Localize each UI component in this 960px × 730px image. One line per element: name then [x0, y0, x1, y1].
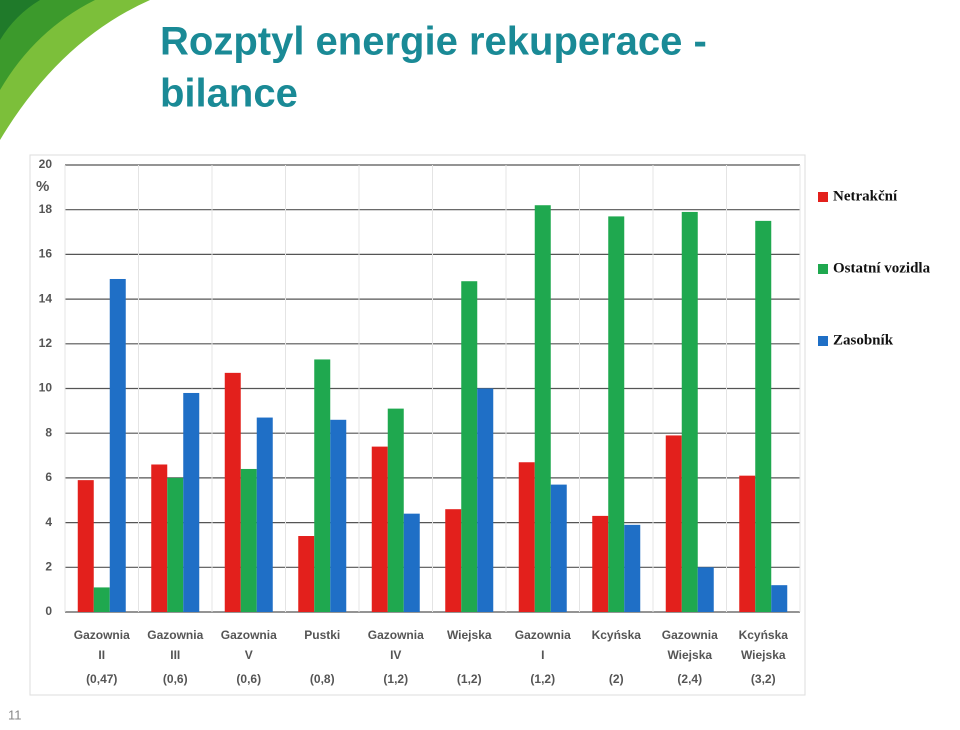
x-tick-label: Gazownia — [368, 628, 424, 642]
corner-decoration — [0, 0, 150, 140]
y-tick-label: 4 — [45, 515, 52, 529]
bar — [167, 477, 184, 612]
x-tick-label: (0,6) — [163, 672, 188, 686]
x-tick-label: Kcyńska — [592, 628, 642, 642]
x-tick-label: Wiejska — [741, 648, 786, 662]
bar — [608, 216, 625, 612]
title-line: bilance — [160, 72, 298, 116]
bar — [151, 464, 168, 612]
x-tick-label: Pustki — [304, 628, 340, 642]
x-tick-label: Gazownia — [74, 628, 130, 642]
x-tick-label: IV — [390, 648, 401, 662]
x-tick-label: (1,2) — [457, 672, 482, 686]
legend-label: Ostatní vozidla — [833, 260, 931, 276]
y-unit: % — [36, 178, 49, 195]
legend-label: Netrakční — [833, 188, 898, 204]
bar — [739, 475, 756, 612]
bar — [592, 515, 609, 612]
x-tick-label: III — [170, 648, 180, 662]
x-tick-label: Gazownia — [147, 628, 203, 642]
y-tick-label: 2 — [45, 559, 52, 573]
y-tick-label: 10 — [39, 381, 53, 395]
legend-swatch — [818, 336, 828, 346]
bar — [755, 220, 772, 612]
bar — [477, 388, 494, 612]
x-tick-label: V — [245, 648, 253, 662]
x-tick-label: Gazownia — [221, 628, 277, 642]
bar — [183, 392, 200, 612]
x-tick-label: I — [541, 648, 544, 662]
x-tick-label: (2,4) — [677, 672, 702, 686]
bar — [387, 408, 404, 612]
y-tick-label: 8 — [45, 425, 52, 439]
x-tick-label: Kcyńska — [739, 628, 789, 642]
y-tick-label: 16 — [39, 247, 53, 261]
x-tick-label: Gazownia — [662, 628, 718, 642]
y-tick-label: 12 — [39, 336, 53, 350]
bar — [330, 419, 347, 612]
y-tick-label: 6 — [45, 470, 52, 484]
bar — [445, 509, 462, 612]
x-tick-label: (1,2) — [383, 672, 408, 686]
bar — [534, 205, 551, 613]
bar — [681, 211, 698, 612]
y-tick-label: 14 — [39, 291, 53, 305]
bar — [771, 585, 788, 612]
bar — [403, 513, 420, 612]
y-tick-label: 18 — [39, 202, 53, 216]
x-tick-label: (0,47) — [86, 672, 117, 686]
bar — [518, 462, 535, 612]
bar — [371, 446, 388, 612]
slide-number: 11 — [8, 707, 22, 722]
bar — [93, 587, 110, 612]
x-tick-label: (0,6) — [236, 672, 261, 686]
bar — [256, 417, 273, 612]
title-line: Rozptyl energie rekuperace - — [160, 20, 707, 64]
y-tick-label: 0 — [45, 604, 52, 618]
y-tick-label: 20 — [39, 157, 53, 171]
x-tick-label: Wiejska — [447, 628, 492, 642]
legend-swatch — [818, 192, 828, 202]
bar — [314, 359, 331, 612]
chart-frame — [29, 154, 806, 696]
legend-label: Zasobník — [833, 332, 894, 348]
bar — [624, 524, 641, 612]
legend-swatch — [818, 264, 828, 274]
x-tick-label: Wiejska — [667, 648, 712, 662]
bar — [461, 281, 478, 612]
bar — [240, 468, 257, 612]
bar — [109, 278, 126, 612]
bar — [224, 372, 241, 612]
x-tick-label: (3,2) — [751, 672, 776, 686]
x-tick-label: II — [98, 648, 105, 662]
x-tick-label: Gazownia — [515, 628, 571, 642]
bar — [697, 567, 714, 612]
x-tick-label: (2) — [609, 672, 624, 686]
bar — [665, 435, 682, 612]
x-tick-label: (1,2) — [530, 672, 555, 686]
bar — [77, 480, 94, 612]
x-tick-label: (0,8) — [310, 672, 335, 686]
bar — [298, 536, 315, 612]
bar — [550, 484, 567, 612]
